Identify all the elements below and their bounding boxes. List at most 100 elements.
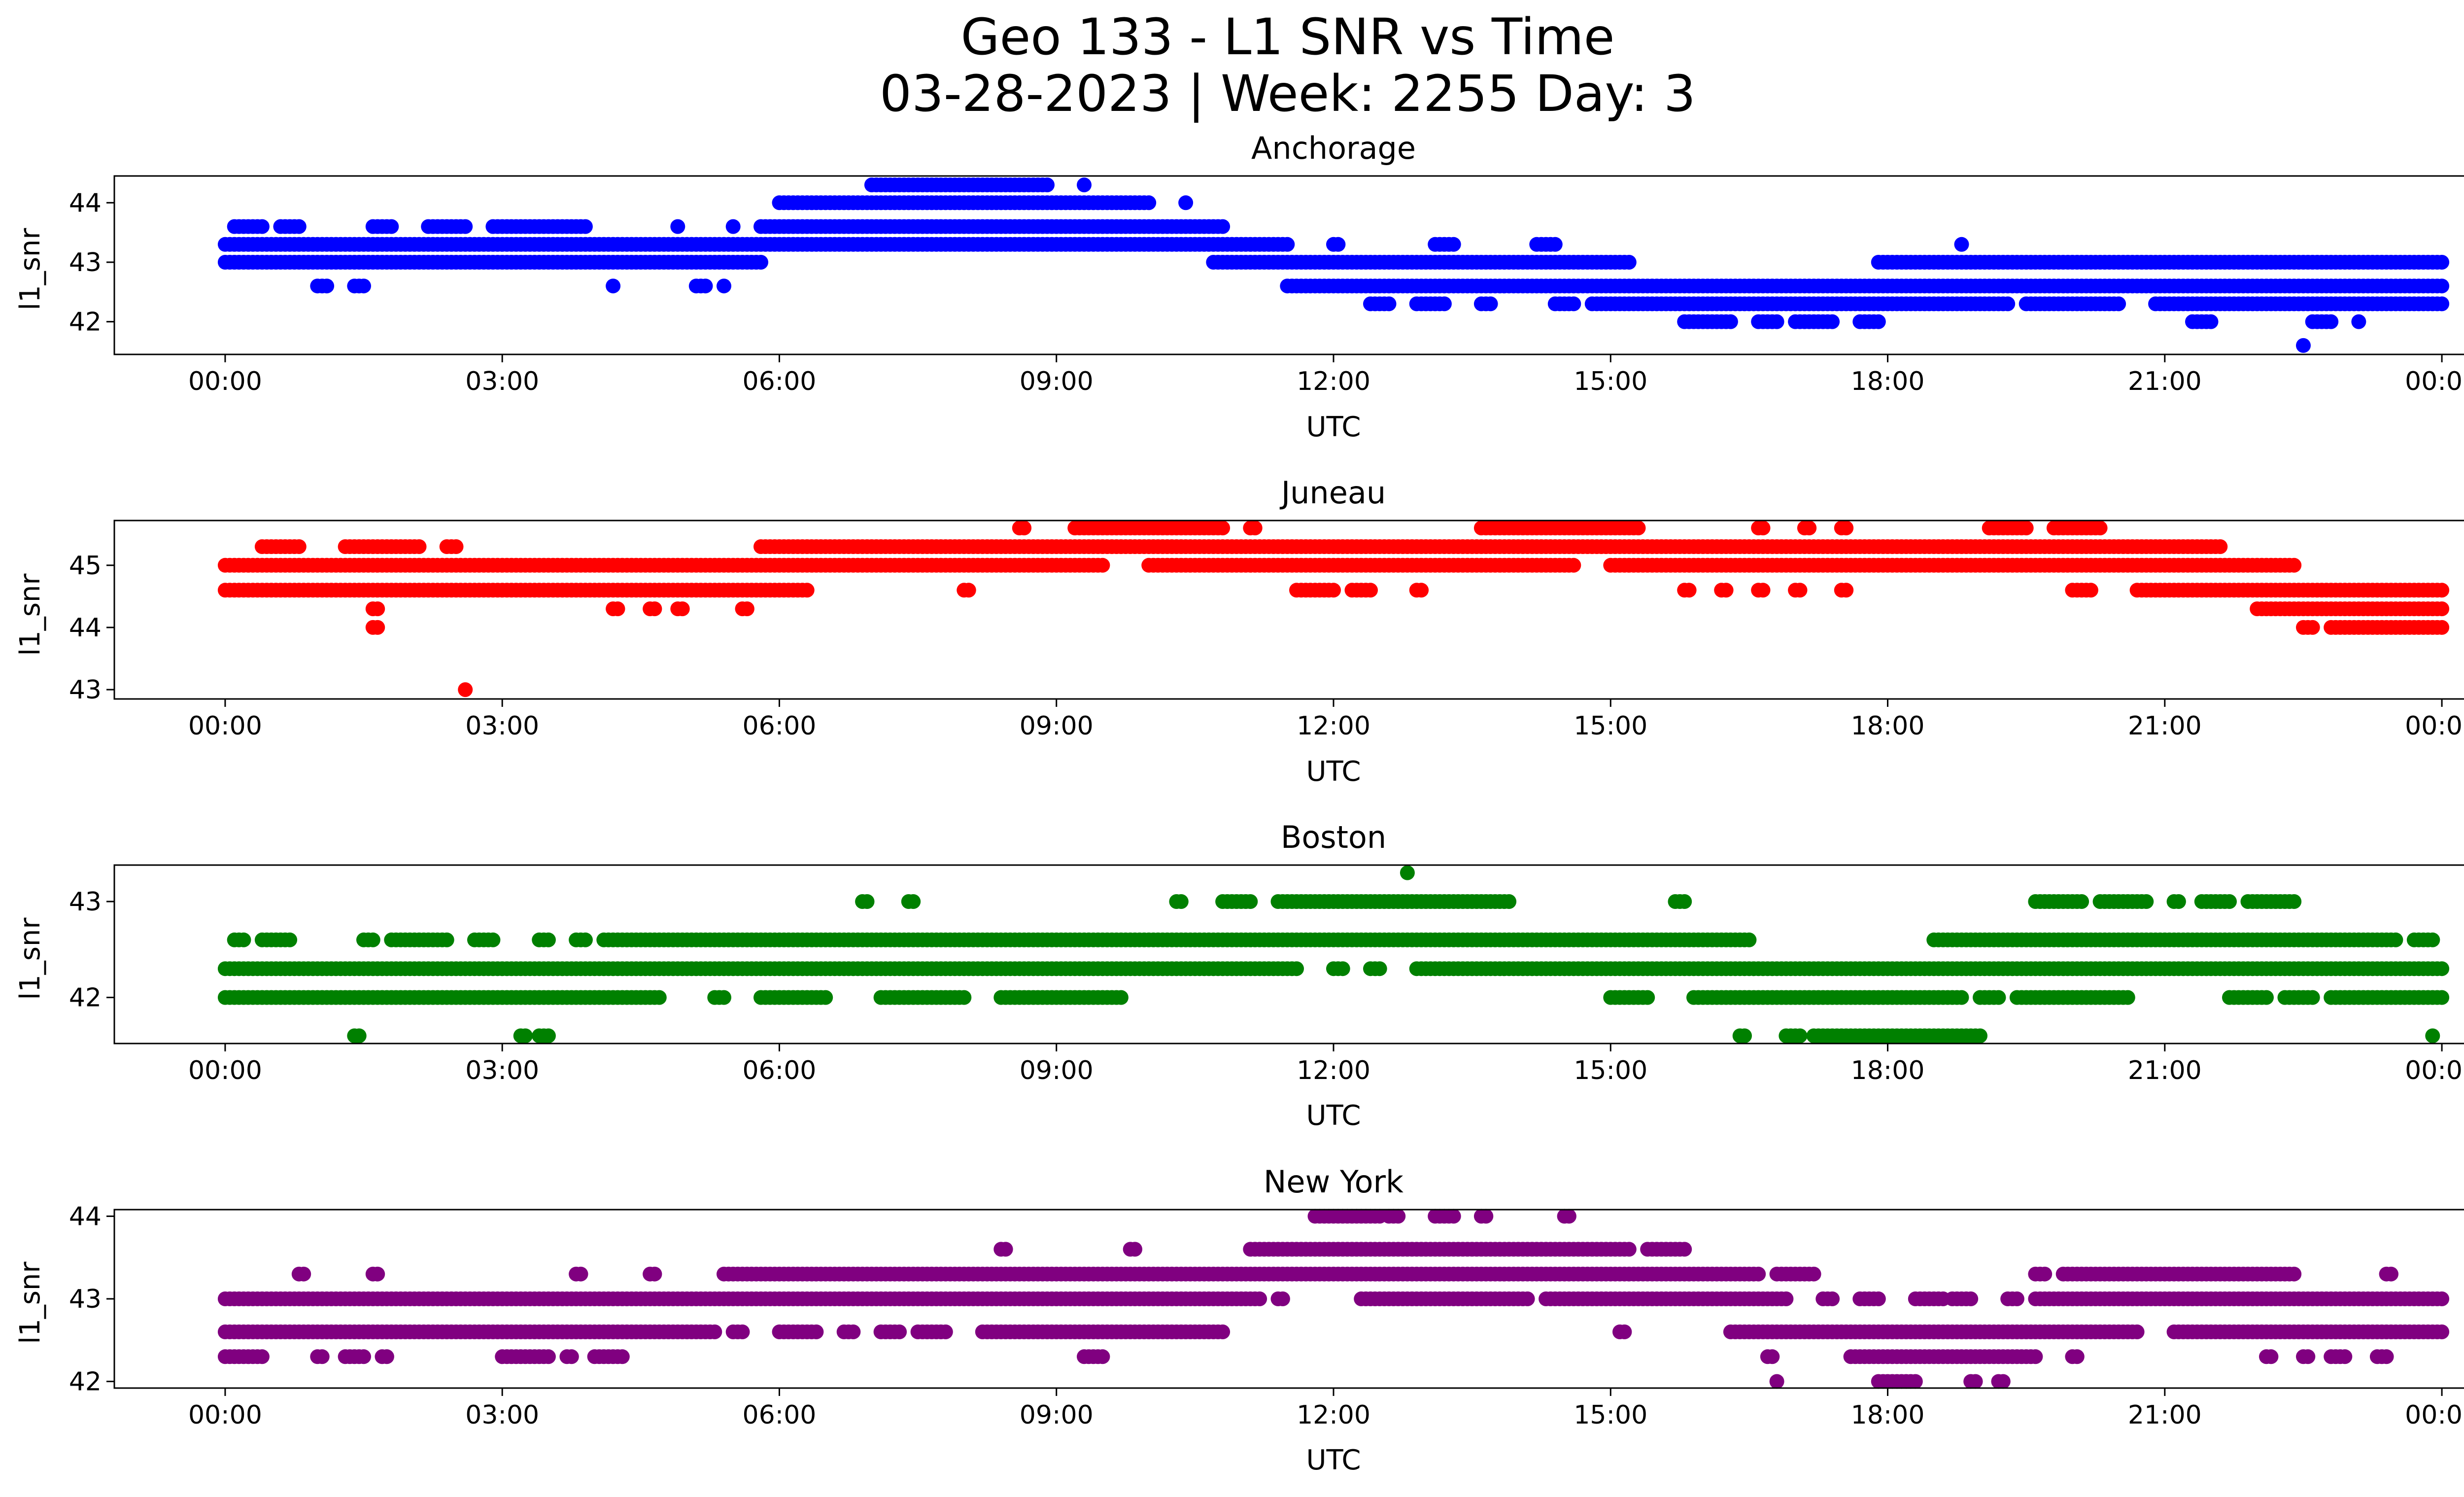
data-point xyxy=(2434,296,2449,311)
data-point xyxy=(1520,1291,1535,1306)
data-point xyxy=(370,1267,385,1282)
data-point xyxy=(2171,894,2186,909)
data-point xyxy=(2434,583,2449,597)
x-axis-label: UTC xyxy=(1306,1444,1361,1476)
y-tick-label: 42 xyxy=(69,983,102,1013)
x-tick-label: 03:00 xyxy=(465,367,539,396)
y-tick-label: 43 xyxy=(69,887,102,917)
y-axis-label: l1_snr xyxy=(14,573,46,656)
data-point xyxy=(1289,961,1304,976)
data-point xyxy=(458,682,473,697)
data-point xyxy=(356,279,371,293)
x-tick-label: 15:00 xyxy=(1574,711,1647,741)
data-point xyxy=(1963,1291,1978,1306)
data-point xyxy=(726,219,741,234)
x-tick-label: 21:00 xyxy=(2128,711,2202,741)
data-point xyxy=(384,219,399,234)
data-point xyxy=(647,601,662,616)
x-tick-label: 09:00 xyxy=(1020,1056,1094,1085)
data-point xyxy=(2324,314,2338,329)
data-point xyxy=(2434,279,2449,293)
data-point xyxy=(1372,961,1387,976)
data-point xyxy=(2259,990,2274,1005)
x-axis-label: UTC xyxy=(1306,1100,1361,1132)
data-point xyxy=(1017,521,1031,535)
x-tick-label: 12:00 xyxy=(1297,1056,1370,1085)
y-tick-label: 45 xyxy=(69,551,102,581)
x-tick-label: 12:00 xyxy=(1297,711,1370,741)
data-point xyxy=(961,583,976,597)
y-axis-label: l1_snr xyxy=(14,1261,46,1344)
data-point xyxy=(1825,314,1840,329)
panel-title: Boston xyxy=(1281,819,1386,855)
data-point xyxy=(938,1324,953,1339)
data-point xyxy=(1243,894,1258,909)
data-point xyxy=(1751,1267,1766,1282)
data-point xyxy=(518,1028,533,1043)
data-point xyxy=(1756,583,1771,597)
data-point xyxy=(1095,558,1110,573)
data-point xyxy=(647,1267,662,1282)
data-points xyxy=(218,177,2449,353)
data-point xyxy=(2434,620,2449,635)
x-tick-label: 06:00 xyxy=(743,1056,817,1085)
data-point xyxy=(1802,521,1816,535)
data-point xyxy=(957,990,971,1005)
panel-title: Anchorage xyxy=(1251,130,1416,166)
data-point xyxy=(2388,933,2403,947)
data-point xyxy=(485,933,500,947)
data-point xyxy=(2000,296,2015,311)
data-point xyxy=(282,933,297,947)
data-points xyxy=(218,1209,2449,1389)
x-tick-label: 18:00 xyxy=(1851,711,1925,741)
data-point xyxy=(818,990,833,1005)
y-axis-label: l1_snr xyxy=(14,917,46,1000)
data-point xyxy=(1779,1291,1793,1306)
data-point xyxy=(1825,1291,1840,1306)
data-point xyxy=(1548,237,1563,252)
data-point xyxy=(1335,961,1350,976)
x-tick-label: 09:00 xyxy=(1020,367,1094,396)
data-point xyxy=(440,933,454,947)
data-point xyxy=(1114,990,1129,1005)
data-point xyxy=(2130,1324,2145,1339)
data-point xyxy=(1973,1028,1987,1043)
data-point xyxy=(2296,338,2311,353)
data-point xyxy=(255,219,270,234)
data-point xyxy=(370,620,385,635)
y-axis-label: l1_snr xyxy=(14,228,46,311)
data-point xyxy=(2204,314,2219,329)
data-point xyxy=(1280,237,1295,252)
data-point xyxy=(2287,894,2301,909)
data-point xyxy=(1954,990,1969,1005)
data-point xyxy=(2074,894,2089,909)
data-point xyxy=(2287,558,2301,573)
data-point xyxy=(412,539,427,554)
data-point xyxy=(1991,990,2006,1005)
y-tick-label: 43 xyxy=(69,675,102,705)
data-points xyxy=(218,521,2449,697)
data-point xyxy=(2351,314,2366,329)
x-tick-label: 06:00 xyxy=(743,367,817,396)
data-point xyxy=(449,539,464,554)
data-point xyxy=(352,1028,367,1043)
data-point xyxy=(1954,237,1969,252)
data-point xyxy=(366,933,380,947)
data-point xyxy=(578,933,593,947)
x-tick-label: 12:00 xyxy=(1297,367,1370,396)
data-point xyxy=(1742,933,1756,947)
data-point xyxy=(717,279,731,293)
data-point xyxy=(1215,521,1230,535)
data-point xyxy=(1807,1267,1821,1282)
x-tick-label: 15:00 xyxy=(1574,1056,1647,1085)
data-point xyxy=(541,933,556,947)
x-tick-label: 15:00 xyxy=(1574,367,1647,396)
data-point xyxy=(1682,583,1697,597)
data-point xyxy=(2111,296,2126,311)
x-tick-label: 00:00 xyxy=(2405,711,2464,741)
data-point xyxy=(1446,237,1461,252)
data-point xyxy=(1437,296,1452,311)
y-tick-label: 43 xyxy=(69,248,102,278)
